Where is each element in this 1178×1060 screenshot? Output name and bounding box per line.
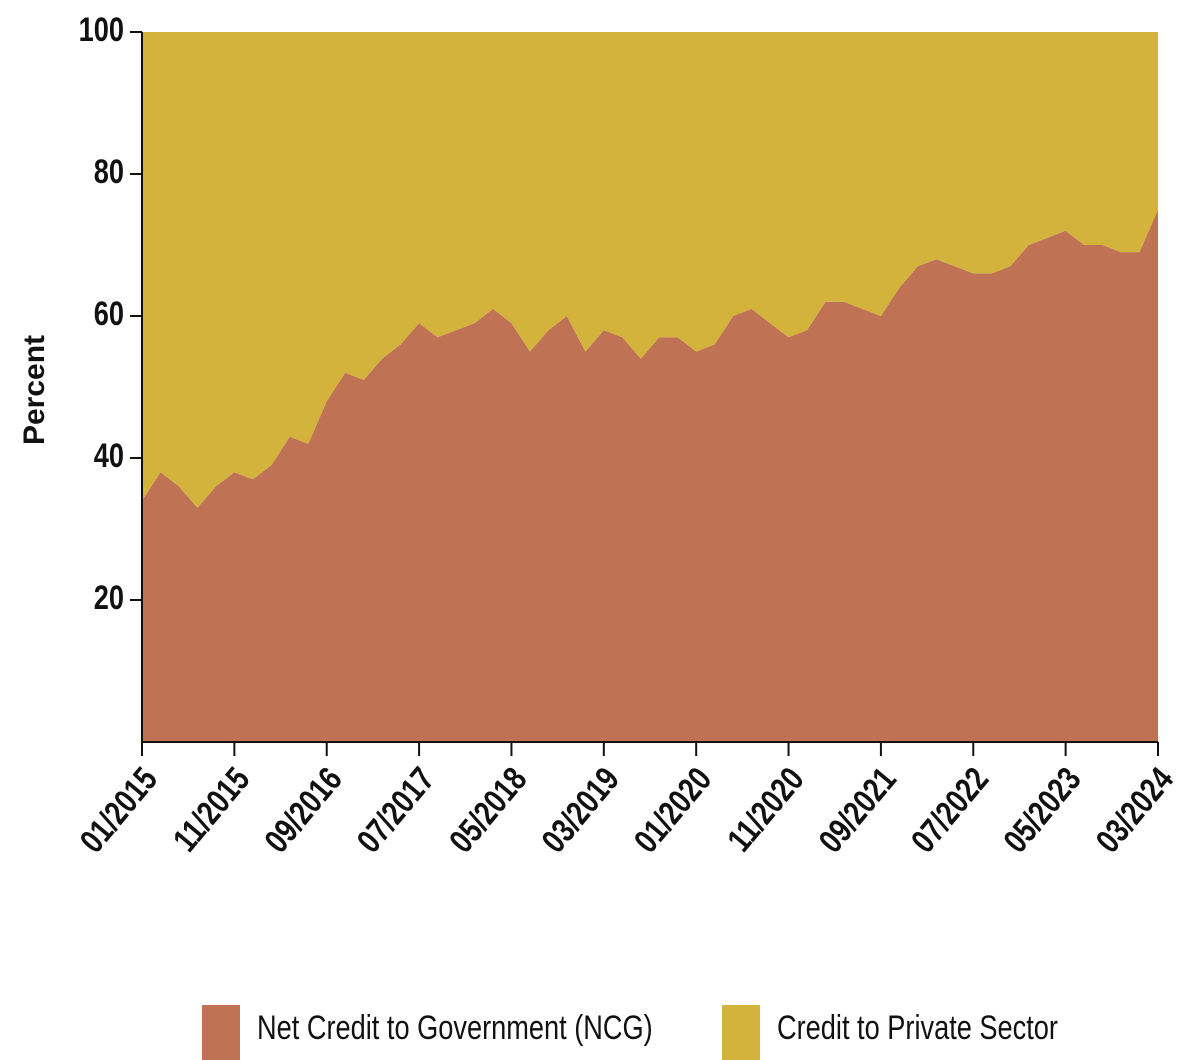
y-axis-label: Percent: [18, 335, 51, 445]
x-tick-label: 03/2019: [534, 760, 627, 860]
legend-label: Net Credit to Government (NCG): [257, 1008, 653, 1047]
x-tick-label: 01/2015: [72, 760, 165, 860]
legend-swatch: [202, 1005, 240, 1060]
area: [142, 209, 1158, 742]
x-tick-label: 09/2021: [811, 760, 904, 860]
y-tick-label: 100: [79, 10, 124, 49]
x-tick-label: 07/2022: [903, 760, 996, 860]
y-tick-label: 20: [94, 578, 124, 617]
legend-swatch: [722, 1005, 760, 1060]
x-tick-label: 07/2017: [349, 760, 442, 860]
x-tick-label: 05/2023: [996, 760, 1089, 860]
y-tick-label: 80: [94, 152, 124, 191]
area: [142, 32, 1158, 508]
x-tick-label: 09/2016: [257, 760, 350, 860]
legend-label: Credit to Private Sector: [777, 1008, 1058, 1047]
x-tick-label: 11/2020: [720, 760, 812, 859]
x-tick-label: 11/2015: [165, 760, 257, 859]
x-tick-label: 05/2018: [441, 760, 534, 860]
x-tick-label: 01/2020: [626, 760, 719, 860]
x-tick-label: 03/2024: [1088, 760, 1178, 860]
y-tick-label: 60: [94, 294, 124, 333]
y-tick-label: 40: [94, 436, 124, 475]
